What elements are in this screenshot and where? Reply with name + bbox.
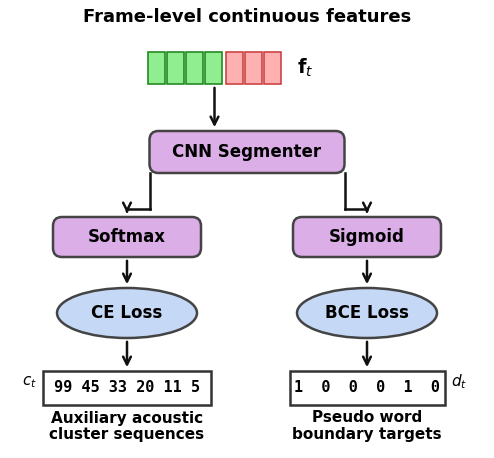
Text: cluster sequences: cluster sequences — [49, 427, 205, 442]
Text: 1  0  0  0  1  0: 1 0 0 0 1 0 — [294, 381, 440, 396]
Text: $d_t$: $d_t$ — [451, 373, 467, 391]
Bar — [264, 52, 281, 84]
Bar — [43, 371, 211, 405]
FancyBboxPatch shape — [150, 131, 344, 173]
Bar — [289, 371, 445, 405]
Bar — [245, 52, 262, 84]
Text: boundary targets: boundary targets — [292, 427, 442, 442]
Text: CE Loss: CE Loss — [91, 304, 163, 322]
Text: $c_t$: $c_t$ — [22, 374, 37, 390]
FancyBboxPatch shape — [53, 217, 201, 257]
FancyBboxPatch shape — [293, 217, 441, 257]
Bar — [226, 52, 243, 84]
Text: CNN Segmenter: CNN Segmenter — [172, 143, 322, 161]
Text: BCE Loss: BCE Loss — [325, 304, 409, 322]
Text: $\mathbf{f}_t$: $\mathbf{f}_t$ — [297, 57, 313, 79]
Bar — [205, 52, 222, 84]
Text: Softmax: Softmax — [88, 228, 166, 246]
Bar — [186, 52, 203, 84]
Ellipse shape — [57, 288, 197, 338]
Text: 99 45 33 20 11 5: 99 45 33 20 11 5 — [54, 381, 200, 396]
Text: Frame-level continuous features: Frame-level continuous features — [83, 8, 411, 26]
Text: Pseudo word: Pseudo word — [312, 410, 422, 425]
Bar — [148, 52, 165, 84]
Bar — [167, 52, 184, 84]
Text: Auxiliary acoustic: Auxiliary acoustic — [51, 410, 203, 425]
Ellipse shape — [297, 288, 437, 338]
Text: Sigmoid: Sigmoid — [329, 228, 405, 246]
